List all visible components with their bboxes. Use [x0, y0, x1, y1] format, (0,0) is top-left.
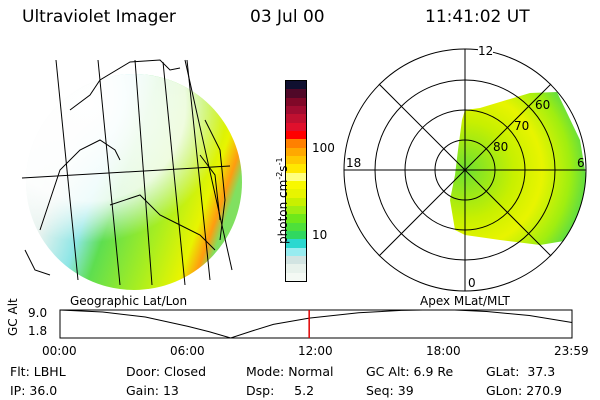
- timeline-ylabel: GC Alt: [6, 298, 20, 336]
- info-door: Door: Closed: [126, 364, 207, 379]
- colorbar-tick-10: 10: [312, 228, 328, 242]
- colorbar-swatch: [286, 239, 306, 248]
- colorbar-swatch: [286, 206, 306, 215]
- colorbar-swatch: [286, 156, 306, 165]
- info-mode: Mode: Normal: [246, 364, 334, 379]
- app-title: Ultraviolet Imager: [22, 7, 176, 27]
- colorbar-swatch: [286, 106, 306, 115]
- info-dsp: Dsp: 5.2: [246, 383, 315, 398]
- xtick-0: 00:00: [42, 344, 77, 358]
- date-label: 03 Jul 00: [250, 7, 325, 27]
- colorbar-swatch: [286, 264, 306, 273]
- xtick-1: 06:00: [170, 344, 205, 358]
- mlt-label-0: 0: [468, 276, 476, 290]
- timeline-frame: [59, 309, 573, 339]
- colorbar-swatch: [286, 89, 306, 98]
- colorbar-swatch: [286, 247, 306, 257]
- lat-label-70: 70: [514, 119, 530, 133]
- info-gain: Gain: 13: [126, 383, 179, 398]
- info-filter: Flt: LBHL: [10, 364, 66, 379]
- colorbar-tick-100: 100: [312, 141, 335, 155]
- gc-alt-line: [59, 309, 573, 339]
- info-ip: IP: 36.0: [10, 383, 58, 398]
- colorbar-swatch: [286, 81, 306, 90]
- geo-grid: [21, 59, 233, 286]
- colorbar-swatch: [286, 189, 306, 198]
- info-gc-alt: GC Alt: 6.9 Re: [366, 364, 454, 379]
- info-seq: Seq: 39: [366, 383, 414, 398]
- colorbar-swatch: [286, 197, 306, 207]
- colorbar: [285, 80, 307, 282]
- xtick-3: 18:00: [426, 344, 461, 358]
- ytick-max: 9.0: [28, 306, 48, 320]
- colorbar-swatch: [286, 256, 306, 265]
- colorbar-swatch: [286, 114, 306, 123]
- colorbar-swatch: [286, 181, 306, 190]
- mlt-label-18: 18: [346, 156, 362, 170]
- polar-map-label: Apex MLat/MLT: [420, 294, 510, 308]
- info-glon: GLon: 270.9: [486, 383, 562, 398]
- polar-grid: [343, 48, 587, 292]
- colorbar-swatch: [286, 164, 306, 173]
- colorbar-swatch: [286, 214, 306, 223]
- mlt-label-6: 6: [577, 156, 585, 170]
- ytick-min: 1.8: [28, 324, 48, 338]
- colorbar-swatch: [286, 147, 306, 157]
- xtick-2: 12:00: [298, 344, 333, 358]
- polar-image: [450, 92, 586, 245]
- xtick-4: 23:59: [554, 344, 589, 358]
- lat-label-60: 60: [535, 98, 551, 112]
- geo-map-label: Geographic Lat/Lon: [70, 294, 188, 308]
- geo-image: [26, 74, 242, 290]
- colorbar-swatch: [286, 272, 306, 281]
- colorbar-swatch: [286, 231, 306, 240]
- colorbar-swatch: [286, 131, 306, 140]
- time-label: 11:41:02 UT: [425, 7, 530, 27]
- colorbar-swatch: [286, 139, 306, 148]
- lat-label-80: 80: [493, 140, 509, 154]
- colorbar-swatch: [286, 172, 306, 182]
- colorbar-swatch: [286, 122, 306, 132]
- mlt-label-12: 12: [478, 44, 494, 58]
- info-glat: GLat: 37.3: [486, 364, 556, 379]
- colorbar-swatch: [286, 222, 306, 232]
- colorbar-swatch: [286, 97, 306, 107]
